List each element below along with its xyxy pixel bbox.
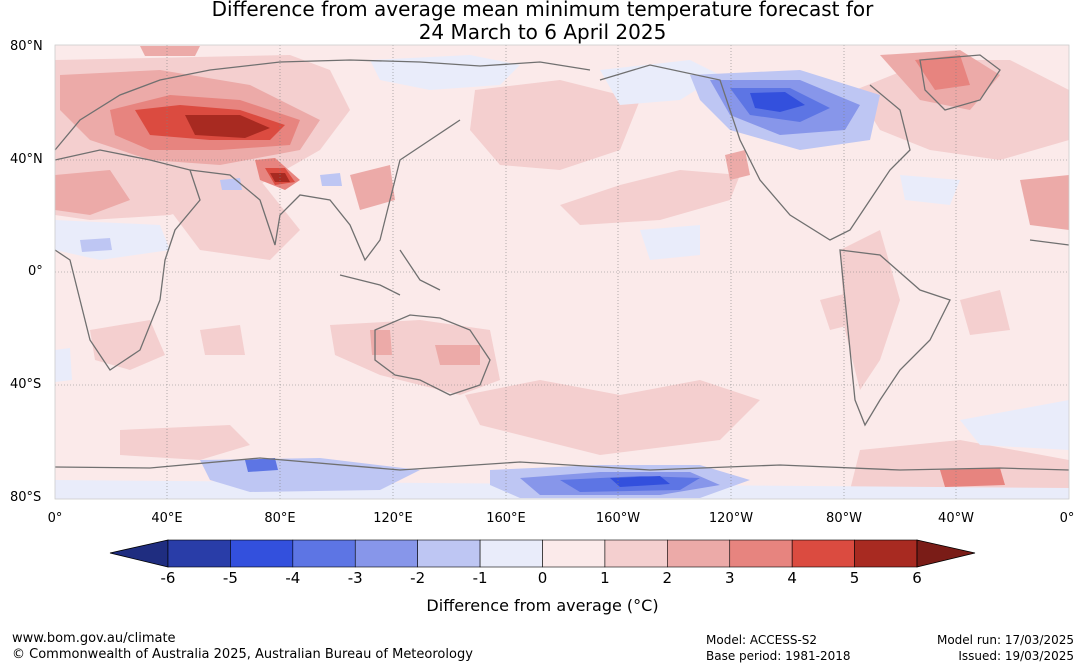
anomaly-fields-neg-5	[610, 92, 805, 487]
lon-label-80e: 80°E	[264, 511, 296, 526]
colorbar-segment	[479, 539, 543, 568]
colorbar-tick-label: -6	[160, 569, 176, 587]
footer-url: www.bom.gov.au/climate	[12, 631, 176, 646]
footer-issued: Issued: 19/03/2025	[958, 649, 1074, 663]
colorbar-tick-label: 3	[724, 569, 735, 587]
footer-model: Model: ACCESS-S2	[706, 633, 818, 647]
colorbar-segment	[729, 539, 793, 568]
map-frame	[54, 44, 1070, 500]
colorbar	[109, 539, 976, 568]
colorbar-tick-label: 0	[537, 569, 548, 587]
lon-label-160e: 160°E	[486, 511, 526, 526]
lat-label-40s: 40°S	[10, 377, 42, 392]
colorbar-tick-label: 2	[662, 569, 673, 587]
colorbar-tick-label: 5	[849, 569, 860, 587]
colorbar-segment	[230, 539, 294, 568]
lon-label-40w: 40°W	[938, 511, 974, 526]
footer-base-period: Base period: 1981-2018	[706, 649, 851, 663]
lon-label-0-east: 0°	[1059, 511, 1075, 526]
colorbar-tick-label: -2	[410, 569, 426, 587]
colorbar-segment	[604, 539, 668, 568]
colorbar-segment	[791, 539, 855, 568]
lat-label-0: 0°	[28, 264, 43, 279]
graticule	[55, 45, 1069, 499]
lon-label-0: 0°	[47, 511, 63, 526]
lon-label-120w: 120°W	[708, 511, 754, 526]
colorbar-segment	[292, 539, 356, 568]
colorbar-tick-label: -4	[285, 569, 301, 587]
map-title-line2: 24 March to 6 April 2025	[418, 20, 667, 44]
lat-label-80s: 80°S	[10, 490, 42, 505]
colorbar-tick-label: 4	[787, 569, 797, 587]
colorbar-tick-label: 1	[600, 569, 610, 587]
colorbar-tick-label: -3	[347, 569, 363, 587]
lat-label-80n: 80°N	[10, 39, 43, 54]
lon-label-160w: 160°W	[595, 511, 641, 526]
colorbar-segment	[167, 539, 231, 568]
colorbar-segment	[542, 539, 606, 568]
colorbar-under-arrow	[109, 539, 169, 568]
footer-copyright: © Commonwealth of Australia 2025, Austra…	[12, 647, 473, 662]
colorbar-segment	[667, 539, 731, 568]
lon-label-120e: 120°E	[373, 511, 413, 526]
colorbar-segment	[354, 539, 418, 568]
temperature-anomaly-map	[54, 44, 1070, 500]
lat-label-40n: 40°N	[10, 152, 43, 167]
coastlines	[54, 54, 1070, 471]
lon-label-80w: 80°W	[826, 511, 862, 526]
colorbar-tick-label: -5	[222, 569, 238, 587]
colorbar-over-arrow	[916, 539, 976, 568]
footer-model-run: Model run: 17/03/2025	[936, 633, 1074, 647]
colorbar-segments	[167, 539, 918, 568]
lon-label-40e: 40°E	[151, 511, 183, 526]
colorbar-tick-label: 6	[912, 569, 922, 587]
map-title-line1: Difference from average mean minimum tem…	[211, 0, 874, 21]
colorbar-segment	[854, 539, 918, 568]
colorbar-tick-label: -1	[472, 569, 488, 587]
colorbar-segment	[417, 539, 481, 568]
colorbar-label: Difference from average (°C)	[426, 596, 659, 615]
